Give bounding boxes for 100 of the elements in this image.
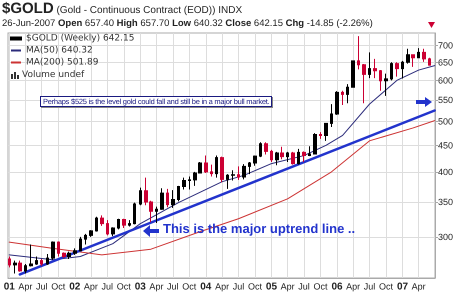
y-tick-label: 700 bbox=[438, 40, 454, 51]
candlestick bbox=[422, 48, 426, 62]
x-tick-label: Jul bbox=[167, 282, 179, 292]
candlestick bbox=[302, 150, 306, 162]
candlestick bbox=[8, 256, 11, 268]
candlestick bbox=[122, 218, 126, 228]
x-tick-label: 01 bbox=[4, 282, 16, 292]
x-tick-label: 05 bbox=[266, 282, 278, 292]
candlestick bbox=[133, 202, 136, 225]
candlestick bbox=[57, 240, 60, 257]
x-tick-label: Jul bbox=[364, 282, 376, 292]
x-tick-label: 04 bbox=[200, 282, 212, 292]
x-tick-label: Apr bbox=[18, 282, 32, 292]
x-tick-label: Oct bbox=[182, 282, 197, 292]
candlestick bbox=[139, 187, 142, 206]
candlestick bbox=[270, 149, 273, 162]
annotation: Volume undef bbox=[22, 70, 84, 80]
candlestick bbox=[379, 70, 382, 92]
candlestick bbox=[237, 166, 240, 180]
candlestick bbox=[67, 251, 71, 260]
candlestick bbox=[390, 62, 393, 81]
x-tick-label: Oct bbox=[248, 282, 262, 292]
candlestick bbox=[95, 216, 98, 232]
x-tick-label: 02 bbox=[69, 282, 81, 292]
candlestick bbox=[351, 60, 355, 88]
x-tick-label: 03 bbox=[134, 282, 146, 292]
x-tick-label: Apr bbox=[412, 282, 426, 292]
y-tick-label: 300 bbox=[438, 232, 454, 242]
x-tick-label: Apr bbox=[215, 282, 230, 292]
candlestick bbox=[128, 220, 131, 228]
candlestick bbox=[18, 260, 22, 272]
candlestick bbox=[24, 263, 27, 274]
y-tick-label: 500 bbox=[438, 116, 454, 127]
candlestick bbox=[204, 155, 208, 174]
candlestick bbox=[341, 90, 344, 106]
candlestick bbox=[188, 176, 191, 190]
x-tick-label: Jul bbox=[36, 282, 48, 292]
candlestick bbox=[210, 164, 213, 177]
x-tick-label: 06 bbox=[331, 282, 343, 292]
candlestick bbox=[297, 148, 300, 166]
candlestick bbox=[335, 90, 339, 116]
candlestick bbox=[106, 220, 109, 236]
candlestick bbox=[330, 104, 333, 128]
y-tick-label: 600 bbox=[438, 75, 454, 86]
candlestick bbox=[73, 248, 77, 256]
candlestick bbox=[111, 226, 115, 237]
x-tick-label: Jul bbox=[232, 282, 244, 292]
candlestick bbox=[395, 62, 399, 78]
candlestick bbox=[182, 177, 186, 190]
candlestick bbox=[51, 240, 55, 260]
x-tick-label: Oct bbox=[378, 282, 394, 292]
candlestick bbox=[89, 230, 93, 238]
candlestick bbox=[226, 174, 229, 190]
x-tick-label: Apr bbox=[149, 282, 164, 292]
candlestick bbox=[215, 155, 218, 178]
candlestick bbox=[35, 256, 38, 266]
legend-label: $GOLD (Weekly) 642.15 bbox=[26, 34, 134, 44]
candlestick bbox=[384, 73, 388, 96]
candlestick bbox=[166, 188, 169, 208]
candlestick bbox=[362, 64, 366, 104]
candlestick bbox=[46, 254, 49, 266]
candlestick bbox=[231, 170, 235, 182]
candlestick bbox=[373, 58, 377, 79]
candlestick bbox=[40, 258, 43, 266]
x-tick-label: Oct bbox=[51, 282, 66, 292]
candlestick bbox=[286, 151, 289, 162]
chart-title: $GOLD (Gold - Continuous Contract (EOD)) INDX bbox=[2, 0, 242, 17]
candlestick bbox=[346, 84, 349, 104]
y-tick-label: 550 bbox=[438, 94, 454, 105]
candlestick bbox=[100, 214, 104, 226]
candlestick bbox=[324, 122, 328, 142]
candlestick bbox=[248, 161, 251, 175]
y-tick-label: 400 bbox=[438, 166, 454, 177]
candlestick bbox=[220, 156, 224, 183]
candlestick bbox=[177, 185, 180, 202]
candlestick bbox=[242, 164, 246, 180]
candlestick bbox=[29, 244, 33, 268]
candlestick bbox=[406, 48, 410, 64]
candlestick bbox=[259, 142, 262, 158]
y-tick-label: 450 bbox=[438, 140, 454, 150]
candlestick bbox=[401, 60, 404, 79]
line-series bbox=[8, 65, 436, 260]
candlestick bbox=[308, 146, 311, 157]
line-series bbox=[8, 120, 436, 256]
candlestick bbox=[319, 132, 322, 140]
text: 26-Jun-2007 Open 657.40 High 657.70 Low 640.32 Close 642.15 Chg -14.85 (-2.26%) bbox=[2, 18, 373, 29]
candlestick bbox=[313, 132, 317, 154]
candlestick bbox=[357, 36, 360, 70]
legend-label: MA(50) 640.32 bbox=[26, 46, 93, 56]
candlestick bbox=[13, 260, 17, 274]
x-tick-label: Apr bbox=[84, 282, 98, 292]
candlestick bbox=[264, 142, 268, 156]
candlestick bbox=[117, 218, 120, 230]
y-tick-label: 350 bbox=[438, 197, 454, 208]
candlestick bbox=[417, 48, 420, 59]
candlestick bbox=[62, 252, 66, 259]
y-tick-label: 650 bbox=[438, 57, 454, 68]
candlestick bbox=[411, 54, 415, 68]
legend-label: MA(200) 501.89 bbox=[26, 58, 99, 68]
x-tick-label: 07 bbox=[396, 282, 409, 292]
